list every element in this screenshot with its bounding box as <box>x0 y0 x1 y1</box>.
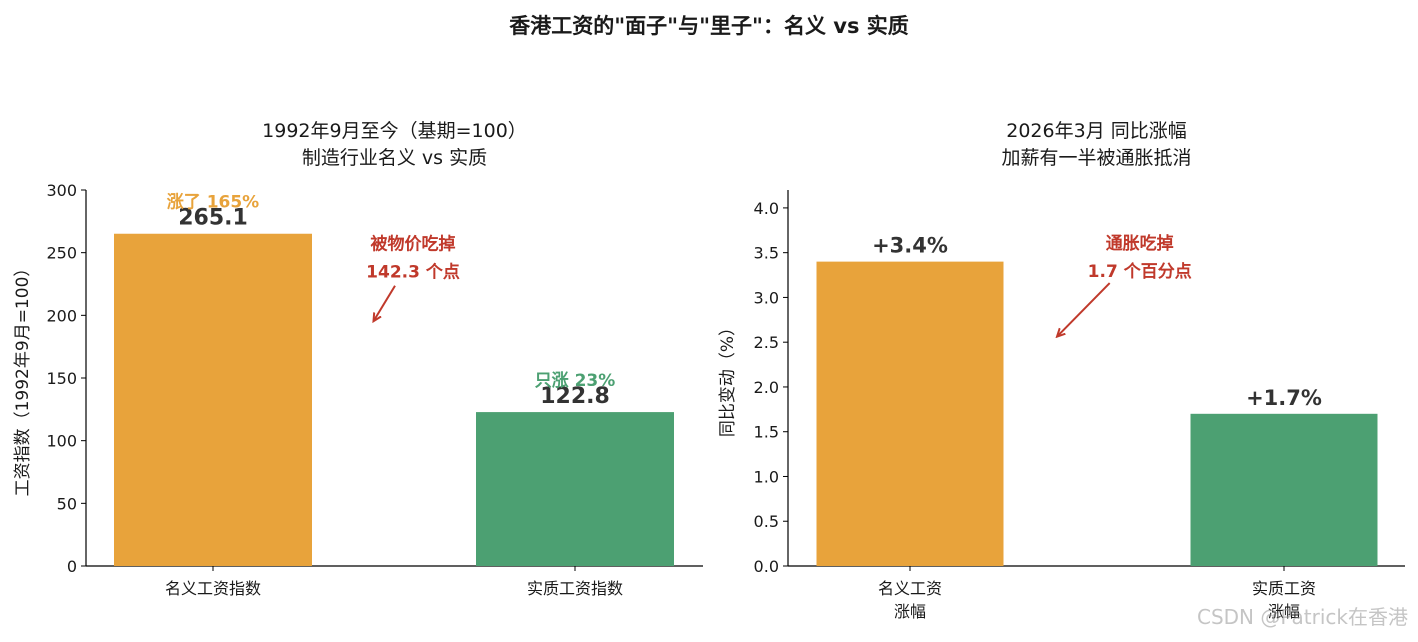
annotation-text-1: 被物价吃掉 142.3 个点 <box>366 234 460 283</box>
y-tick-label: 0 <box>67 557 77 576</box>
growth-label: 只涨 23% <box>535 371 616 391</box>
annotation-text-2: 通胀吃掉 1.7 个百分点 <box>1088 233 1192 282</box>
data-label: +1.7% <box>1246 386 1322 410</box>
y-tick-label: 3.0 <box>754 288 779 307</box>
bar-1-2 <box>476 412 674 566</box>
bar-1-1 <box>114 233 312 566</box>
annotation-arrow-1 <box>374 285 396 321</box>
y-tick-label: 200 <box>46 306 77 325</box>
x-tick-label: 名义工资涨幅 <box>878 579 942 621</box>
y-axis-label-1: 工资指数（1992年9月=100） <box>13 260 33 497</box>
data-label: 265.1 <box>178 206 248 231</box>
bar-2-1 <box>816 261 1004 566</box>
y-tick-label: 300 <box>46 181 77 200</box>
y-tick-label: 250 <box>46 244 77 263</box>
x-tick-label: 实质工资涨幅 <box>1252 579 1316 621</box>
y-tick-label: 1.0 <box>754 467 779 486</box>
y-tick-label: 150 <box>46 369 77 388</box>
subplot-title-1: 1992年9月至今（基期=100）制造行业名义 vs 实质 <box>262 120 527 169</box>
subplot-title-2: 2026年3月 同比涨幅加薪有一半被通胀抵消 <box>1001 120 1191 169</box>
annotation-arrow-2 <box>1058 282 1111 336</box>
x-tick-label: 实质工资指数 <box>527 579 623 598</box>
y-axis-label-2: 同比变动（%） <box>718 319 738 437</box>
data-label: 122.8 <box>540 384 610 409</box>
figure-suptitle: 香港工资的"面子"与"里子"：名义 vs 实质 <box>509 14 909 38</box>
y-tick-label: 3.5 <box>754 244 779 263</box>
y-tick-label: 50 <box>57 494 77 513</box>
data-label: +3.4% <box>872 234 948 258</box>
y-tick-label: 0.0 <box>754 557 779 576</box>
y-tick-label: 1.5 <box>754 423 779 442</box>
y-tick-label: 2.5 <box>754 333 779 352</box>
y-tick-label: 0.5 <box>754 512 779 531</box>
y-tick-label: 4.0 <box>754 199 779 218</box>
watermark-text: CSDN @Patrick在香港 <box>1197 605 1408 629</box>
y-tick-label: 2.0 <box>754 378 779 397</box>
bar-2-2 <box>1190 413 1378 566</box>
y-tick-label: 100 <box>46 432 77 451</box>
x-tick-label: 名义工资指数 <box>165 579 261 598</box>
growth-label: 涨了 165% <box>167 193 259 213</box>
